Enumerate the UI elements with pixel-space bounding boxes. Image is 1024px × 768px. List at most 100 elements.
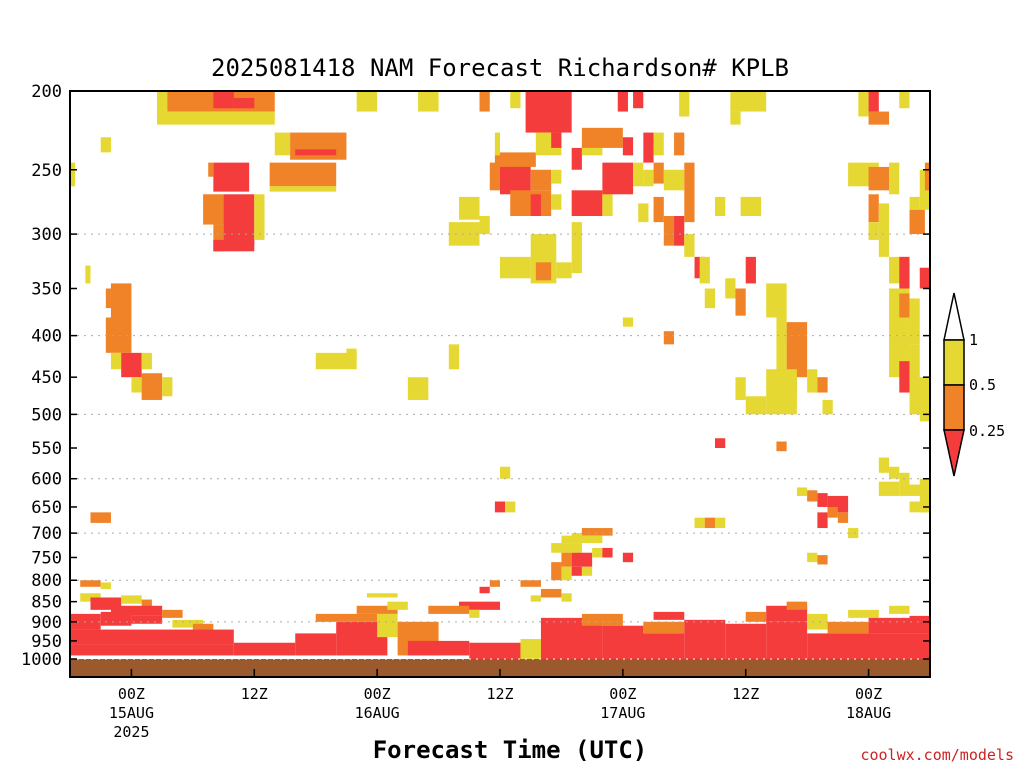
heatmap-cell-75 bbox=[730, 91, 767, 112]
heatmap-cell-189 bbox=[70, 629, 234, 645]
heatmap-cell-33 bbox=[525, 91, 572, 133]
heatmap-cell-116 bbox=[919, 392, 930, 422]
heatmap-cell-102 bbox=[899, 256, 910, 289]
heatmap-cell-76 bbox=[730, 111, 741, 125]
heatmap-cell-91 bbox=[858, 91, 869, 117]
heatmap-cell-5 bbox=[274, 132, 291, 156]
heatmap-cell-70 bbox=[704, 288, 715, 309]
legend-label-2: 0.25 bbox=[969, 422, 1005, 440]
heatmap-cell-190 bbox=[70, 644, 234, 656]
heatmap-cell-126 bbox=[110, 283, 132, 318]
heatmap-cell-110 bbox=[899, 293, 910, 318]
y-tick-label: 450 bbox=[31, 368, 62, 388]
heatmap-cell-18 bbox=[254, 194, 265, 240]
y-tick-label: 700 bbox=[31, 524, 62, 544]
heatmap-cell-166 bbox=[581, 566, 593, 576]
heatmap-cell-196 bbox=[356, 605, 398, 614]
chart-title: 2025081418 NAM Forecast Richardson# KPLB bbox=[211, 54, 789, 82]
heatmap-cell-93 bbox=[868, 111, 890, 125]
heatmap-cell-108 bbox=[919, 267, 930, 289]
heatmap-cell-113 bbox=[899, 361, 910, 393]
heatmap-cell-191 bbox=[233, 642, 296, 656]
gridlines bbox=[70, 233, 930, 660]
heatmap-cell-66 bbox=[684, 162, 695, 223]
heatmap-cell-211 bbox=[684, 619, 726, 659]
heatmap-cell-72 bbox=[735, 288, 746, 316]
ground-fill bbox=[70, 659, 930, 677]
heatmap-cell-153 bbox=[796, 487, 808, 496]
y-tick-label: 950 bbox=[31, 632, 62, 652]
heatmap-cell-74 bbox=[740, 196, 762, 216]
heatmap-cell-57 bbox=[653, 162, 664, 184]
heatmap-cell-164 bbox=[561, 566, 572, 581]
heatmap-cell-52 bbox=[617, 91, 628, 112]
y-tick-label: 400 bbox=[31, 327, 62, 347]
heatmap-cell-158 bbox=[561, 552, 572, 567]
heatmap-cell-167 bbox=[807, 552, 818, 563]
y-tick-label: 550 bbox=[31, 439, 62, 459]
heatmap-cell-92 bbox=[868, 91, 879, 112]
heatmap-cell-85 bbox=[735, 377, 746, 400]
heatmap-cell-144 bbox=[704, 517, 715, 529]
heatmap-cell-131 bbox=[141, 352, 152, 370]
heatmap-cell-36 bbox=[571, 147, 582, 170]
y-tick-label: 600 bbox=[31, 470, 62, 490]
heatmap-cell-215 bbox=[766, 621, 808, 659]
heatmap-cell-210 bbox=[653, 611, 685, 620]
heatmap-cell-49 bbox=[535, 262, 552, 281]
heatmap-cell-213 bbox=[745, 611, 767, 622]
heatmap-cell-65 bbox=[694, 256, 705, 279]
heatmap-cell-7 bbox=[295, 149, 337, 156]
heatmap-cell-6 bbox=[290, 132, 347, 160]
legend-bottom-arrow bbox=[943, 429, 965, 477]
heatmap-cell-104 bbox=[924, 162, 930, 191]
y-tick-label: 850 bbox=[31, 593, 62, 613]
heatmap-cell-143 bbox=[694, 517, 705, 529]
heatmap-cell-27 bbox=[494, 152, 536, 167]
heatmap-cell-2 bbox=[157, 111, 275, 125]
heatmap-cell-16 bbox=[203, 194, 224, 225]
heatmap-cell-97 bbox=[889, 162, 900, 195]
heatmap-cell-82 bbox=[807, 369, 818, 393]
legend-label-1: 0.5 bbox=[969, 376, 996, 394]
heatmap-cell-124 bbox=[909, 501, 930, 513]
legend-swatch-yellow bbox=[943, 339, 965, 386]
heatmap-cells bbox=[70, 91, 930, 659]
heatmap-cell-121 bbox=[899, 484, 930, 496]
heatmap-cell-202 bbox=[469, 609, 480, 618]
heatmap-cell-83 bbox=[817, 377, 828, 393]
y-tick-label: 800 bbox=[31, 571, 62, 591]
heatmap-cell-26 bbox=[489, 162, 500, 191]
heatmap-cell-0 bbox=[157, 91, 168, 117]
credit-link[interactable]: coolwx.com/models bbox=[860, 746, 1014, 764]
y-tick-label: 300 bbox=[31, 225, 62, 245]
heatmap-cell-137 bbox=[407, 377, 429, 400]
heatmap-cell-132 bbox=[131, 377, 142, 393]
heatmap-cell-218 bbox=[807, 633, 930, 659]
heatmap-cell-81 bbox=[766, 369, 797, 415]
heatmap-cell-165 bbox=[571, 566, 582, 576]
heatmap-cell-204 bbox=[520, 639, 541, 659]
heatmap-cell-15 bbox=[70, 162, 76, 187]
heatmap-cell-157 bbox=[551, 543, 582, 553]
heatmap-cell-222 bbox=[889, 605, 910, 614]
heatmap-cell-23 bbox=[448, 222, 480, 246]
y-axis: 200 250 300 350 400 450 500 550 600 650 700 750 8008… bbox=[21, 82, 930, 670]
heatmap-cell-22 bbox=[459, 196, 480, 220]
heatmap-cell-194 bbox=[315, 613, 378, 622]
heatmap-cell-12 bbox=[269, 186, 337, 192]
heatmap-cell-56 bbox=[643, 169, 654, 187]
heatmap-cell-129 bbox=[110, 352, 122, 370]
heatmap-cell-177 bbox=[561, 593, 572, 602]
y-tick-label: 900 bbox=[31, 613, 62, 633]
y-tick-label: 650 bbox=[31, 498, 62, 518]
heatmap-cell-19 bbox=[213, 224, 224, 252]
heatmap-cell-187 bbox=[172, 619, 204, 628]
heatmap-cell-25 bbox=[500, 162, 531, 195]
heatmap-cell-161 bbox=[602, 547, 613, 558]
heatmap-cell-142 bbox=[90, 512, 111, 523]
heatmap-cell-10 bbox=[100, 137, 111, 153]
legend-swatch-orange bbox=[943, 384, 965, 431]
heatmap-cell-185 bbox=[100, 611, 132, 626]
heatmap-cell-4 bbox=[233, 97, 255, 109]
